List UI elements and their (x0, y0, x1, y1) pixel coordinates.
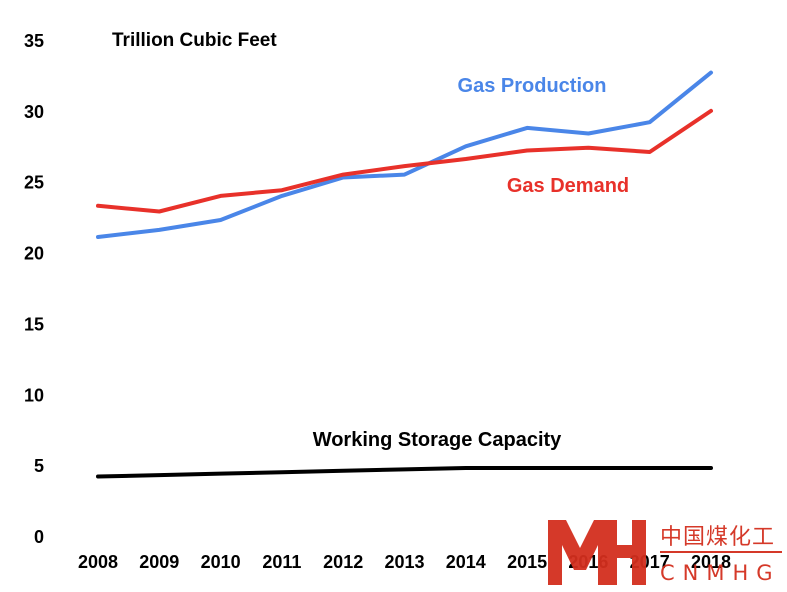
y-tick-label: 20 (24, 244, 44, 264)
x-tick-label: 2008 (78, 552, 118, 572)
x-tick-label: 2013 (384, 552, 424, 572)
x-tick-label: 2018 (691, 552, 731, 572)
x-tick-label: 2015 (507, 552, 547, 572)
series-line-gas-production (96, 70, 713, 239)
watermark-logo: 中国煤化工 CNMHG (548, 520, 782, 585)
y-tick-label: 10 (24, 385, 44, 405)
x-tick-label: 2009 (139, 552, 179, 572)
series-labels: Gas Production Gas Demand Working Storage … (313, 75, 629, 451)
y-axis: 0 5 10 15 20 25 30 35 (24, 31, 44, 547)
y-tick-label: 15 (24, 314, 44, 334)
y-tick-label: 5 (34, 456, 44, 476)
x-tick-label: 2010 (201, 552, 241, 572)
series-label-gas-production: Gas Production (458, 75, 607, 97)
watermark-divider (660, 551, 782, 553)
y-tick-label: 30 (24, 102, 44, 122)
series-line-working-storage-capacity (96, 466, 713, 479)
x-tick-label: 2011 (262, 552, 301, 572)
watermark-logo-mark (548, 520, 612, 585)
x-tick-label: 2014 (446, 552, 486, 572)
series-label-working-storage-capacity: Working Storage Capacity (313, 429, 562, 451)
series-label-gas-demand: Gas Demand (507, 175, 629, 197)
y-tick-label: 25 (24, 173, 44, 193)
chart-title: Trillion Cubic Feet (112, 30, 277, 51)
y-tick-label: 0 (34, 527, 44, 547)
x-tick-label: 2012 (323, 552, 363, 572)
watermark-logo-mark-h (603, 520, 646, 585)
y-tick-label: 35 (24, 31, 44, 51)
series-line-gas-demand (96, 108, 713, 214)
series-lines (96, 70, 713, 479)
watermark-latin: CNMHG (660, 561, 781, 585)
watermark-chinese: 中国煤化工 (660, 525, 775, 550)
